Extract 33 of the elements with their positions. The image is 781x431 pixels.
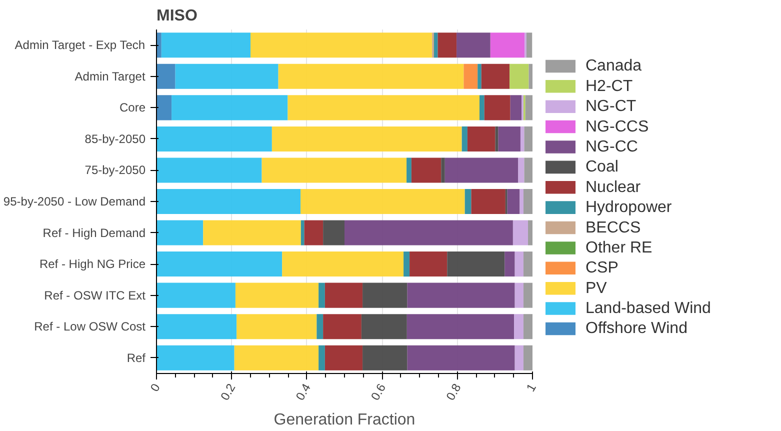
y-tick-label: 95-by-2050 - Low Demand xyxy=(3,194,146,208)
x-tick-label: 0 xyxy=(148,380,164,394)
legend-label: NG-CCS xyxy=(586,118,649,136)
x-tick-label: 0.4 xyxy=(292,380,314,403)
legend-label: BECCS xyxy=(586,219,641,236)
y-tick-label: 85-by-2050 xyxy=(84,132,146,146)
x-axis-title: Generation Fraction xyxy=(274,411,416,428)
x-tick-label: 0.8 xyxy=(443,380,464,403)
legend-label: Hydropower xyxy=(586,199,672,216)
y-tick-label: Ref - High NG Price xyxy=(39,257,146,272)
y-tick-label: Ref - OSW ITC Ext xyxy=(44,288,146,302)
chart-title: MISO xyxy=(156,8,198,24)
y-tick-label: Admin Target xyxy=(74,69,146,84)
legend-label: NG-CT xyxy=(586,98,636,116)
legend-label: Offshore Wind xyxy=(586,320,688,338)
y-tick-label: Admin Target - Exp Tech xyxy=(14,38,146,52)
y-tick-label: Ref - Low OSW Cost xyxy=(34,320,146,334)
legend-label: Coal xyxy=(586,158,618,176)
x-tick-label: 0.6 xyxy=(368,380,389,403)
legend-label: PV xyxy=(586,280,608,297)
legend-label: Nuclear xyxy=(586,178,642,196)
legend-label: Other RE xyxy=(586,239,652,256)
y-tick-label: Ref xyxy=(126,350,146,365)
legend-label: CSP xyxy=(586,260,618,277)
legend-label: H2-CT xyxy=(586,78,633,95)
legend-label: NG-CC xyxy=(586,138,638,156)
y-tick-label: 75-by-2050 xyxy=(84,163,146,178)
y-tick-label: Core xyxy=(119,100,146,115)
legend-label: Canada xyxy=(586,58,642,75)
x-tick-label: 1 xyxy=(524,380,540,394)
y-tick-label: Ref - High Demand xyxy=(42,226,146,240)
legend-label: Land-based Wind xyxy=(586,300,711,318)
x-tick-label: 0.2 xyxy=(218,380,238,403)
